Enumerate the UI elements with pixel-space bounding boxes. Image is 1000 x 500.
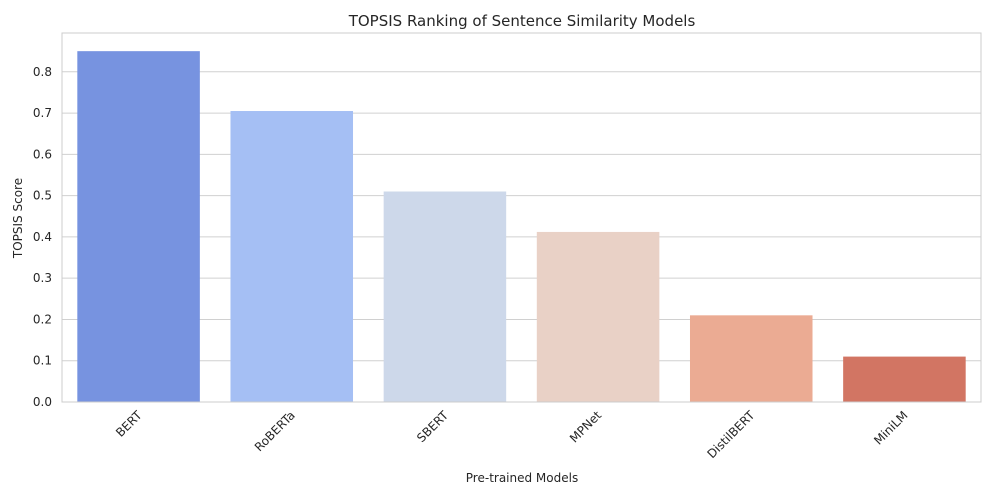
bar-distilbert	[689, 315, 813, 402]
y-tick-label: 0.2	[33, 312, 52, 326]
y-tick-label: 0.5	[33, 189, 52, 203]
bar-roberta	[230, 111, 354, 402]
y-axis-label: TOPSIS Score	[11, 178, 25, 259]
x-tick-labels: BERT RoBERTa SBERT MPNet DistilBERT MiniLM	[113, 408, 910, 461]
x-tick-label: MiniLM	[871, 408, 910, 447]
bar-sbert	[383, 191, 507, 402]
bars	[77, 51, 966, 403]
x-tick-label: DistilBERT	[704, 408, 757, 461]
x-tick-label: SBERT	[414, 408, 451, 445]
y-tick-label: 0.6	[33, 147, 52, 161]
y-tick-label: 0.4	[33, 230, 52, 244]
bar-minilm	[843, 356, 966, 402]
y-tick-labels: 0.0 0.1 0.2 0.3 0.4 0.5 0.6 0.7 0.8	[33, 65, 52, 409]
y-tick-label: 0.8	[33, 65, 52, 79]
bar-bert	[77, 51, 200, 403]
x-tick-label: MPNet	[567, 408, 604, 445]
y-tick-label: 0.1	[33, 354, 52, 368]
y-tick-label: 0.7	[33, 106, 52, 120]
chart-title: TOPSIS Ranking of Sentence Similarity Mo…	[348, 12, 696, 30]
x-tick-label: BERT	[113, 408, 145, 440]
y-tick-label: 0.3	[33, 271, 52, 285]
gridlines	[62, 71, 981, 403]
bar-mpnet	[536, 231, 660, 402]
plot-frame	[61, 32, 982, 403]
x-axis-label: Pre-trained Models	[466, 471, 578, 485]
y-tick-label: 0.0	[33, 395, 52, 409]
x-tick-label: RoBERTa	[252, 408, 298, 454]
